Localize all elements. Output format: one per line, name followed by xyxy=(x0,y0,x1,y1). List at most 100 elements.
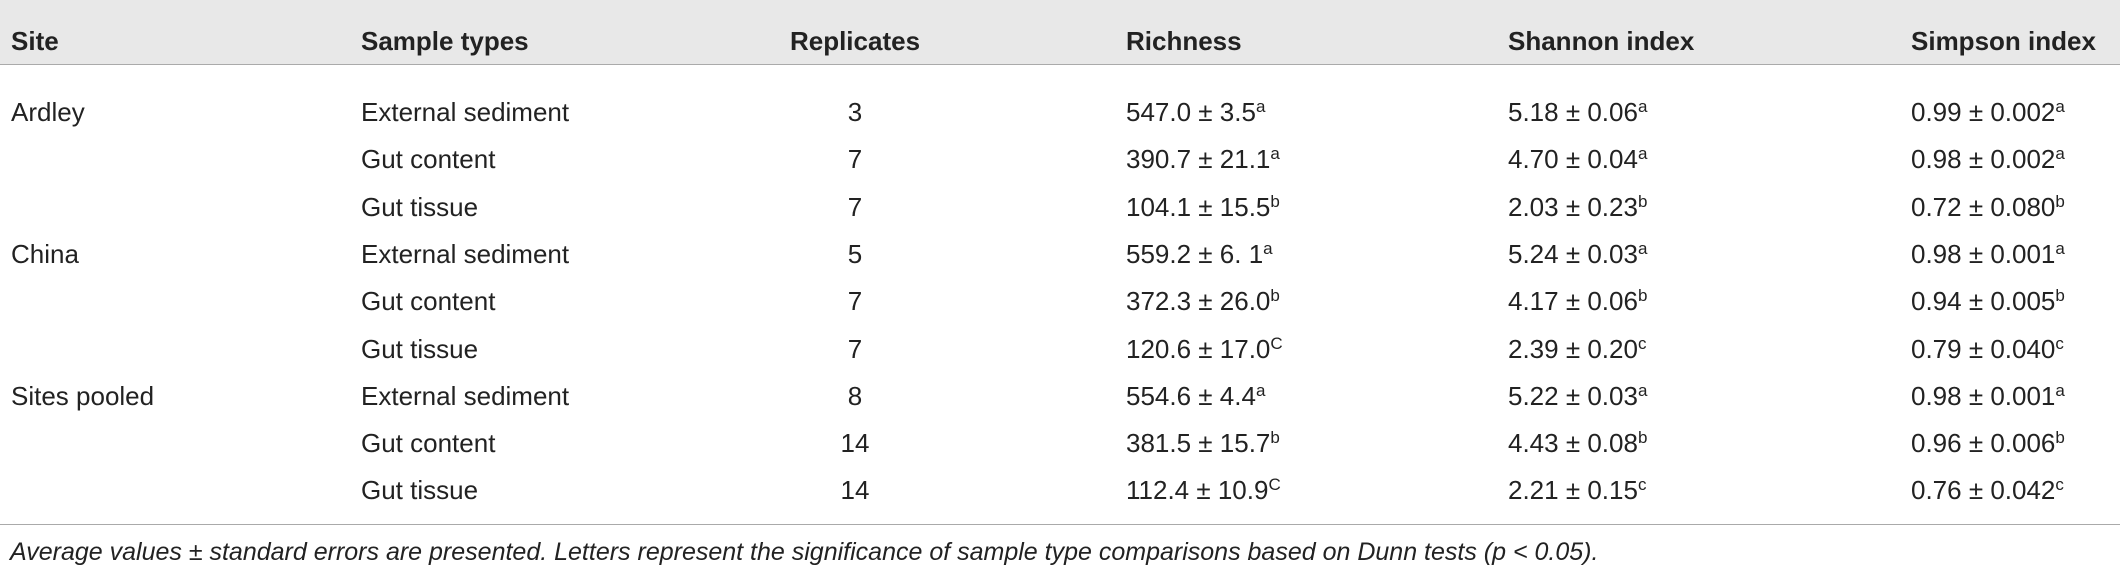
stat-value: 0.98 ± 0.002 xyxy=(1911,144,2056,175)
significance-letter: b xyxy=(1270,428,1280,448)
site-label: Ardley xyxy=(11,97,85,127)
stat-value: 112.4 ± 10.9 xyxy=(1126,475,1269,506)
stat-cell: 0.96 ± 0.006b xyxy=(1911,428,2065,458)
sample-type: Gut tissue xyxy=(361,333,479,364)
column-header: Site xyxy=(11,26,59,56)
significance-letter: b xyxy=(1637,428,1648,448)
replicates: 14 xyxy=(840,475,870,506)
stat-value: 390.7 ± 21.1 xyxy=(1126,144,1271,175)
stat-cell: 0.98 ± 0.001a xyxy=(1911,381,2065,411)
stat-cell: 2.03 ± 0.23b xyxy=(1508,192,1647,222)
significance-letter: b xyxy=(2055,286,2065,306)
header-band xyxy=(0,0,2120,65)
stat-cell: 112.4 ± 10.9C xyxy=(1126,475,1281,505)
significance-letter: c xyxy=(2055,475,2064,495)
sample-type: Gut tissue xyxy=(361,475,479,506)
sample-type: Gut content xyxy=(361,286,496,317)
stat-value: 5.22 ± 0.03 xyxy=(1508,380,1638,411)
stat-value: 0.72 ± 0.080 xyxy=(1911,191,2056,222)
stat-cell: 5.24 ± 0.03a xyxy=(1508,239,1647,269)
stat-value: 547.0 ± 3.5 xyxy=(1126,97,1256,127)
stat-cell: 0.79 ± 0.040c xyxy=(1911,334,2064,364)
stat-cell: 381.5 ± 15.7b xyxy=(1126,428,1280,458)
significance-letter: a xyxy=(1255,97,1266,116)
stat-value: 0.79 ± 0.040 xyxy=(1911,333,2056,364)
significance-letter: c xyxy=(1637,475,1647,495)
significance-letter: b xyxy=(1270,191,1280,211)
significance-letter: a xyxy=(2055,238,2065,258)
stat-cell: 4.70 ± 0.04a xyxy=(1508,144,1647,174)
sample-type: External sediment xyxy=(361,238,570,269)
significance-letter: b xyxy=(2055,191,2065,211)
stat-value: 0.98 ± 0.001 xyxy=(1911,238,2056,269)
replicates: 14 xyxy=(840,428,870,459)
significance-letter: b xyxy=(1637,286,1648,306)
significance-letter: a xyxy=(1263,238,1273,258)
stat-value: 104.1 ± 15.5 xyxy=(1126,191,1271,222)
column-header: Sample types xyxy=(361,26,529,56)
stat-value: 372.3 ± 26.0 xyxy=(1126,286,1271,317)
stat-cell: 5.22 ± 0.03a xyxy=(1508,381,1647,411)
sample-type: Gut content xyxy=(361,144,496,175)
stat-cell: 547.0 ± 3.5a xyxy=(1126,97,1265,127)
stat-cell: 2.21 ± 0.15c xyxy=(1508,475,1646,505)
column-header: Simpson index xyxy=(1911,26,2096,56)
stat-value: 4.17 ± 0.06 xyxy=(1508,286,1638,317)
sample-type: External sediment xyxy=(361,97,570,127)
stat-value: 120.6 ± 17.0 xyxy=(1126,333,1271,364)
stat-value: 0.94 ± 0.005 xyxy=(1911,286,2056,317)
stat-value: 0.96 ± 0.006 xyxy=(1911,428,2056,459)
site-label: China xyxy=(11,238,79,269)
stat-cell: 390.7 ± 21.1a xyxy=(1126,144,1280,174)
sample-type: Gut content xyxy=(361,428,496,459)
stat-value: 4.43 ± 0.08 xyxy=(1508,428,1638,459)
significance-letter: C xyxy=(1270,333,1283,353)
stat-value: 381.5 ± 15.7 xyxy=(1126,428,1271,459)
stat-cell: 104.1 ± 15.5b xyxy=(1126,192,1280,222)
significance-letter: b xyxy=(1637,191,1648,211)
replicates: 7 xyxy=(847,191,863,222)
significance-letter: a xyxy=(1637,238,1648,258)
stat-value: 2.21 ± 0.15 xyxy=(1508,475,1638,506)
stat-cell: 4.43 ± 0.08b xyxy=(1508,428,1647,458)
stat-cell: 372.3 ± 26.0b xyxy=(1126,286,1280,316)
stat-value: 559.2 ± 6. 1 xyxy=(1126,238,1264,269)
stat-cell: 0.98 ± 0.002a xyxy=(1911,144,2065,174)
stat-cell: 5.18 ± 0.06a xyxy=(1508,97,1647,127)
significance-letter: C xyxy=(1268,475,1281,495)
significance-letter: c xyxy=(1637,333,1647,353)
stat-value: 2.03 ± 0.23 xyxy=(1508,191,1638,222)
stat-value: 4.70 ± 0.04 xyxy=(1508,144,1638,175)
stat-cell: 0.98 ± 0.001a xyxy=(1911,239,2065,269)
replicates: 8 xyxy=(847,380,863,411)
stat-value: 0.98 ± 0.001 xyxy=(1911,380,2056,411)
replicates: 5 xyxy=(847,238,863,269)
sample-type: External sediment xyxy=(361,380,570,411)
replicates: 7 xyxy=(847,286,863,317)
sample-type: Gut tissue xyxy=(361,191,479,222)
replicates: 3 xyxy=(847,97,863,127)
significance-letter: a xyxy=(2055,144,2065,164)
stat-cell: 120.6 ± 17.0C xyxy=(1126,334,1283,364)
column-header: Replicates xyxy=(789,26,921,56)
stat-cell: 0.72 ± 0.080b xyxy=(1911,192,2065,222)
stat-cell: 0.94 ± 0.005b xyxy=(1911,286,2065,316)
stat-value: 5.24 ± 0.03 xyxy=(1508,238,1638,269)
stat-cell: 2.39 ± 0.20c xyxy=(1508,334,1646,364)
significance-letter: a xyxy=(1637,380,1648,400)
significance-letter: a xyxy=(1270,144,1280,164)
column-header: Shannon index xyxy=(1508,26,1695,56)
bottom-rule xyxy=(0,524,2120,525)
replicates: 7 xyxy=(847,144,863,175)
stat-value: 0.99 ± 0.002 xyxy=(1911,97,2056,127)
stat-value: 5.18 ± 0.06 xyxy=(1508,97,1638,127)
significance-letter: a xyxy=(1637,97,1648,116)
column-header: Richness xyxy=(1126,26,1242,56)
significance-letter: a xyxy=(1255,380,1266,400)
replicates: 7 xyxy=(847,333,863,364)
stat-cell: 554.6 ± 4.4a xyxy=(1126,381,1265,411)
site-label: Sites pooled xyxy=(11,380,155,411)
significance-letter: b xyxy=(2055,428,2065,448)
significance-letter: c xyxy=(2055,333,2064,353)
